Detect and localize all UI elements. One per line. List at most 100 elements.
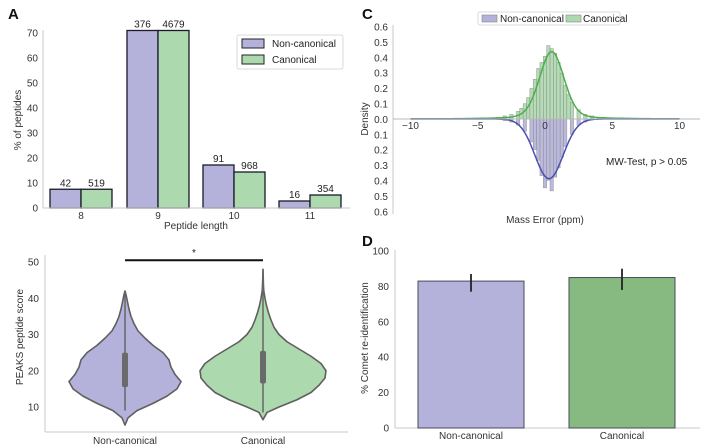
x-tick-label: Non-canonical [439,431,503,442]
hist-bin-non-canonical [553,118,558,178]
hist-bin-canonical [569,101,574,120]
legend-swatch-canonical [241,54,265,65]
y-tick-label: 40 [27,104,39,115]
y-tick-label: 0 [383,424,389,435]
legend-frame [477,11,621,26]
hist-bin-non-canonical [522,118,527,132]
hist-bin-non-canonical [563,118,568,147]
y-tick-label: 60 [378,317,390,328]
y-tick-label: 10 [28,403,40,414]
x-tick-label: −10 [402,121,419,132]
legend-swatch-non-canonical [481,14,498,23]
iqr-box [122,352,128,388]
y-tick-label: 0.3 [374,161,388,172]
legend-swatch-non-canonical [241,38,265,49]
panel-a-y-label: % of peptides [13,90,24,151]
y-tick-label: 100 [372,247,389,258]
y-tick-label: 50 [28,258,40,269]
panel-label-c: C [362,6,373,23]
bar-non-canonical-11 [278,200,311,209]
y-tick-label: 20 [28,366,40,377]
bar-canonical-11 [309,194,342,209]
legend-swatch-canonical [565,14,582,23]
y-tick-label: 0.4 [374,53,388,64]
panel-c-x-label: Mass Error (ppm) [506,215,584,226]
x-tick-label: Canonical [241,436,285,447]
y-tick-label: 70 [27,29,39,40]
hist-bin-non-canonical [549,118,554,192]
panel-c-y-label: Density [360,102,371,135]
iqr-box [260,350,266,384]
bar-non-canonical-9 [126,29,159,209]
y-tick-label: 50 [27,79,39,90]
panel-d-bar-chart: 0 20 40 60 80 100 Non-canonical Canonical % Co… [360,247,700,442]
x-tick-label: 11 [305,211,316,222]
y-tick-label: 0.4 [374,177,388,188]
hist-bin-canonical [556,62,561,120]
y-tick-label: 0.6 [374,207,388,218]
y-tick-label: 0.2 [374,84,388,95]
panel-d-y-label: % Comet re-identification [360,282,371,394]
x-tick-label: Non-canonical [93,436,157,447]
x-tick-label: Canonical [600,431,644,442]
y-tick-label: 0.2 [374,146,388,157]
y-tick-label: 0.0 [374,115,388,126]
y-tick-label: 0.1 [374,100,388,111]
hist-bin-non-canonical [536,118,541,161]
y-tick-label: 0.5 [374,192,388,203]
y-tick-label: 60 [27,54,39,65]
panel-c-legend: Non-canonical Canonical [477,11,627,26]
x-tick-label: 5 [609,121,615,132]
y-tick-label: 0.5 [374,38,388,49]
hist-bin-non-canonical [529,118,534,143]
bar-canonical [568,277,676,429]
data-label: 4679 [162,20,185,31]
panel-label-d: D [362,233,373,250]
x-tick-label: 0 [542,121,548,132]
bar-canonical-8 [80,188,113,209]
panel-b-y-label: PEAKS peptide score [15,288,26,385]
hist-bin-non-canonical [556,118,561,169]
data-label: 968 [241,161,258,172]
y-tick-label: 40 [28,294,40,305]
data-label: 354 [317,184,334,195]
hist-bin-non-canonical [532,118,537,150]
significance-star: * [192,248,196,259]
y-tick-label: 80 [378,282,390,293]
bar-canonical-9 [157,29,190,209]
panel-c-histogram: 0.60.50.40.30.20.10.00.10.20.30.40.50.6 … [360,11,700,226]
hist-bin-canonical [566,94,571,120]
x-tick-label: −5 [472,121,484,132]
hist-bin-canonical [532,78,537,120]
legend-label-canonical: Canonical [272,55,316,66]
hist-bin-canonical [549,48,554,120]
panel-a-legend: Non-canonical Canonical [236,34,344,70]
panel-c-annotation: MW-Test, p > 0.05 [606,157,688,168]
bar-non-canonical [417,280,525,429]
panel-a-bar-chart: 42 376 91 16 519 4679 968 354 0 10 20 30 40 50 60 70 8… [13,20,350,232]
y-tick-label: 0.6 [374,23,388,34]
panel-a-x-label: Peptide length [164,221,228,232]
legend-label-non-canonical: Non-canonical [272,39,336,50]
y-tick-label: 0.1 [374,130,388,141]
data-label: 376 [134,20,151,31]
y-tick-label: 20 [27,154,39,165]
x-tick-label: 9 [155,211,161,222]
x-tick-label: 10 [228,211,240,222]
bar-non-canonical-8 [49,188,82,209]
y-tick-label: 30 [27,129,39,140]
y-tick-label: 10 [27,179,39,190]
y-tick-label: 40 [378,353,390,364]
bar-canonical-10 [233,171,266,209]
panel-label-a: A [8,6,19,23]
data-label: 519 [88,178,105,189]
y-tick-label: 20 [378,388,390,399]
panel-b-violin-chart: 10 20 30 40 50 Non-canonical Canonical * PEAK… [15,248,348,447]
y-tick-label: 30 [28,330,40,341]
data-label: 42 [60,178,72,189]
hist-bin-canonical [553,52,558,120]
hist-bin-non-canonical [559,118,564,158]
y-tick-label: 0.3 [374,69,388,80]
legend-label-non-canonical: Non-canonical [500,14,564,25]
